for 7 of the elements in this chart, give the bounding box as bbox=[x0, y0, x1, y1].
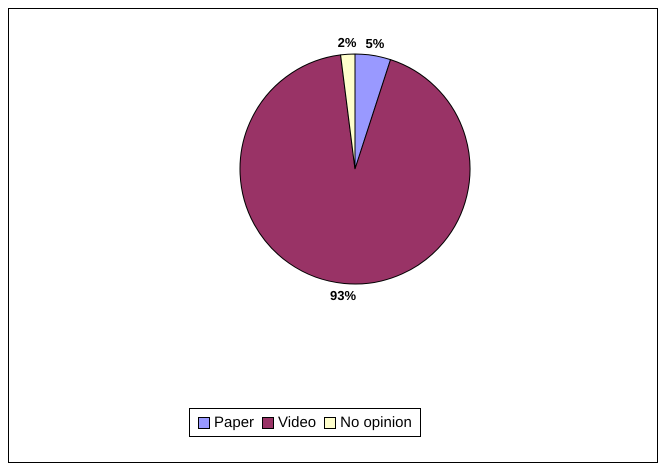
data-label: 2% bbox=[338, 34, 357, 50]
legend-label: Paper bbox=[213, 414, 254, 431]
legend-label: Video bbox=[277, 414, 316, 431]
data-label: 93% bbox=[330, 288, 356, 303]
legend-label: No opinion bbox=[339, 414, 412, 431]
pie-slice bbox=[240, 54, 470, 284]
data-label: 5% bbox=[365, 36, 385, 52]
